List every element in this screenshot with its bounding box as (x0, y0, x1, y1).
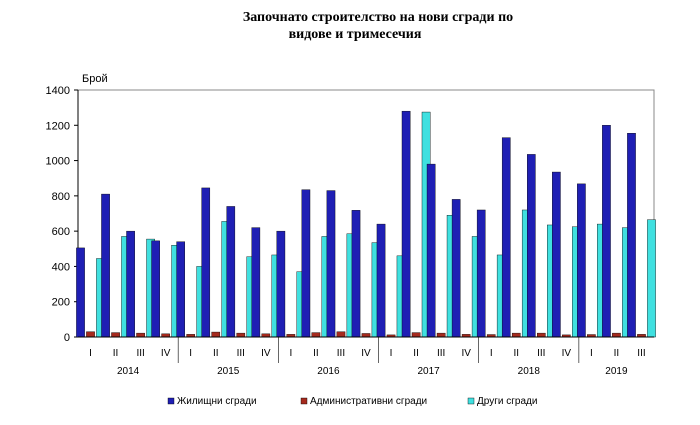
year-label: 2014 (117, 366, 140, 377)
bar (612, 332, 621, 338)
legend-label: Други сгради (477, 396, 537, 407)
bar (537, 332, 546, 338)
bar (226, 206, 236, 338)
bar (451, 199, 461, 338)
bar (527, 154, 536, 338)
bar (577, 183, 586, 338)
bar (426, 163, 436, 338)
x-tick-label: IV (161, 348, 171, 359)
x-tick-label: II (313, 348, 319, 359)
x-tick-label: I (390, 348, 393, 359)
x-tick-label: II (113, 348, 119, 359)
y-tick-label: 200 (52, 297, 70, 309)
legend: Жилищни сгради Административни сгради Друг… (167, 396, 537, 407)
bar (552, 171, 561, 338)
bar (361, 333, 371, 338)
legend-swatch (167, 397, 175, 405)
bar (326, 190, 336, 338)
x-tick-label: II (413, 348, 419, 359)
bar (647, 219, 656, 338)
x-tick-label: III (537, 348, 545, 359)
bar (86, 331, 95, 338)
x-tick-label: III (136, 348, 144, 359)
x-tick-label: III (437, 348, 445, 359)
y-tick-label: 800 (52, 191, 70, 203)
bar (76, 247, 85, 338)
y-tick-label: 0 (64, 332, 70, 344)
y-tick-label: 400 (52, 261, 70, 273)
x-tick-label: I (289, 348, 292, 359)
y-tick-label: 600 (52, 226, 70, 238)
bar (111, 332, 120, 338)
legend-label: Административни сгради (310, 396, 427, 407)
bar (476, 209, 486, 338)
y-tick-label: 1200 (46, 120, 70, 132)
chart-title-line1: Започнато строителство на нови сгради по (243, 10, 513, 25)
plot-frame (77, 89, 655, 338)
x-tick-label: I (590, 348, 593, 359)
x-tick-label: II (513, 348, 519, 359)
bar (401, 110, 411, 338)
x-tick-label: I (89, 348, 92, 359)
bar (211, 331, 221, 338)
bar (201, 187, 211, 338)
x-tick-label: IV (562, 348, 572, 359)
bar (151, 240, 160, 338)
x-tick-label: III (237, 348, 245, 359)
bar (126, 230, 135, 338)
bar (511, 332, 521, 338)
bar (627, 133, 636, 338)
year-label: 2017 (417, 366, 440, 377)
bar (176, 241, 186, 338)
year-label: 2018 (518, 366, 541, 377)
y-axis-label: Брой (82, 73, 108, 85)
bar (336, 331, 346, 338)
bar (411, 332, 421, 338)
bar (301, 189, 311, 338)
x-tick-label: II (213, 348, 219, 359)
bar (351, 210, 361, 338)
x-tick-label: IV (461, 348, 471, 359)
year-label: 2019 (605, 366, 628, 377)
x-tick-label: I (189, 348, 192, 359)
bar (376, 223, 386, 338)
bar (436, 332, 446, 338)
x-tick-label: IV (361, 348, 371, 359)
bar (602, 125, 611, 338)
x-tick-label: IV (261, 348, 271, 359)
bar (101, 193, 110, 338)
x-tick-label: II (614, 348, 620, 359)
bar (276, 230, 286, 338)
bar (136, 332, 145, 338)
bar (251, 227, 261, 338)
x-tick-label: I (490, 348, 493, 359)
x-tick-label: III (637, 348, 645, 359)
bar (501, 137, 511, 338)
bar (236, 332, 246, 338)
legend-swatch (300, 397, 308, 405)
legend-swatch (467, 397, 475, 405)
year-label: 2016 (317, 366, 340, 377)
year-label: 2015 (217, 366, 240, 377)
chart-title-line2: видове и тримесечия (289, 27, 422, 42)
legend-label: Жилищни сгради (177, 396, 257, 407)
y-tick-label: 1400 (46, 85, 70, 97)
bar (311, 332, 321, 338)
x-tick-label: III (337, 348, 345, 359)
y-tick-label: 1000 (46, 156, 70, 168)
